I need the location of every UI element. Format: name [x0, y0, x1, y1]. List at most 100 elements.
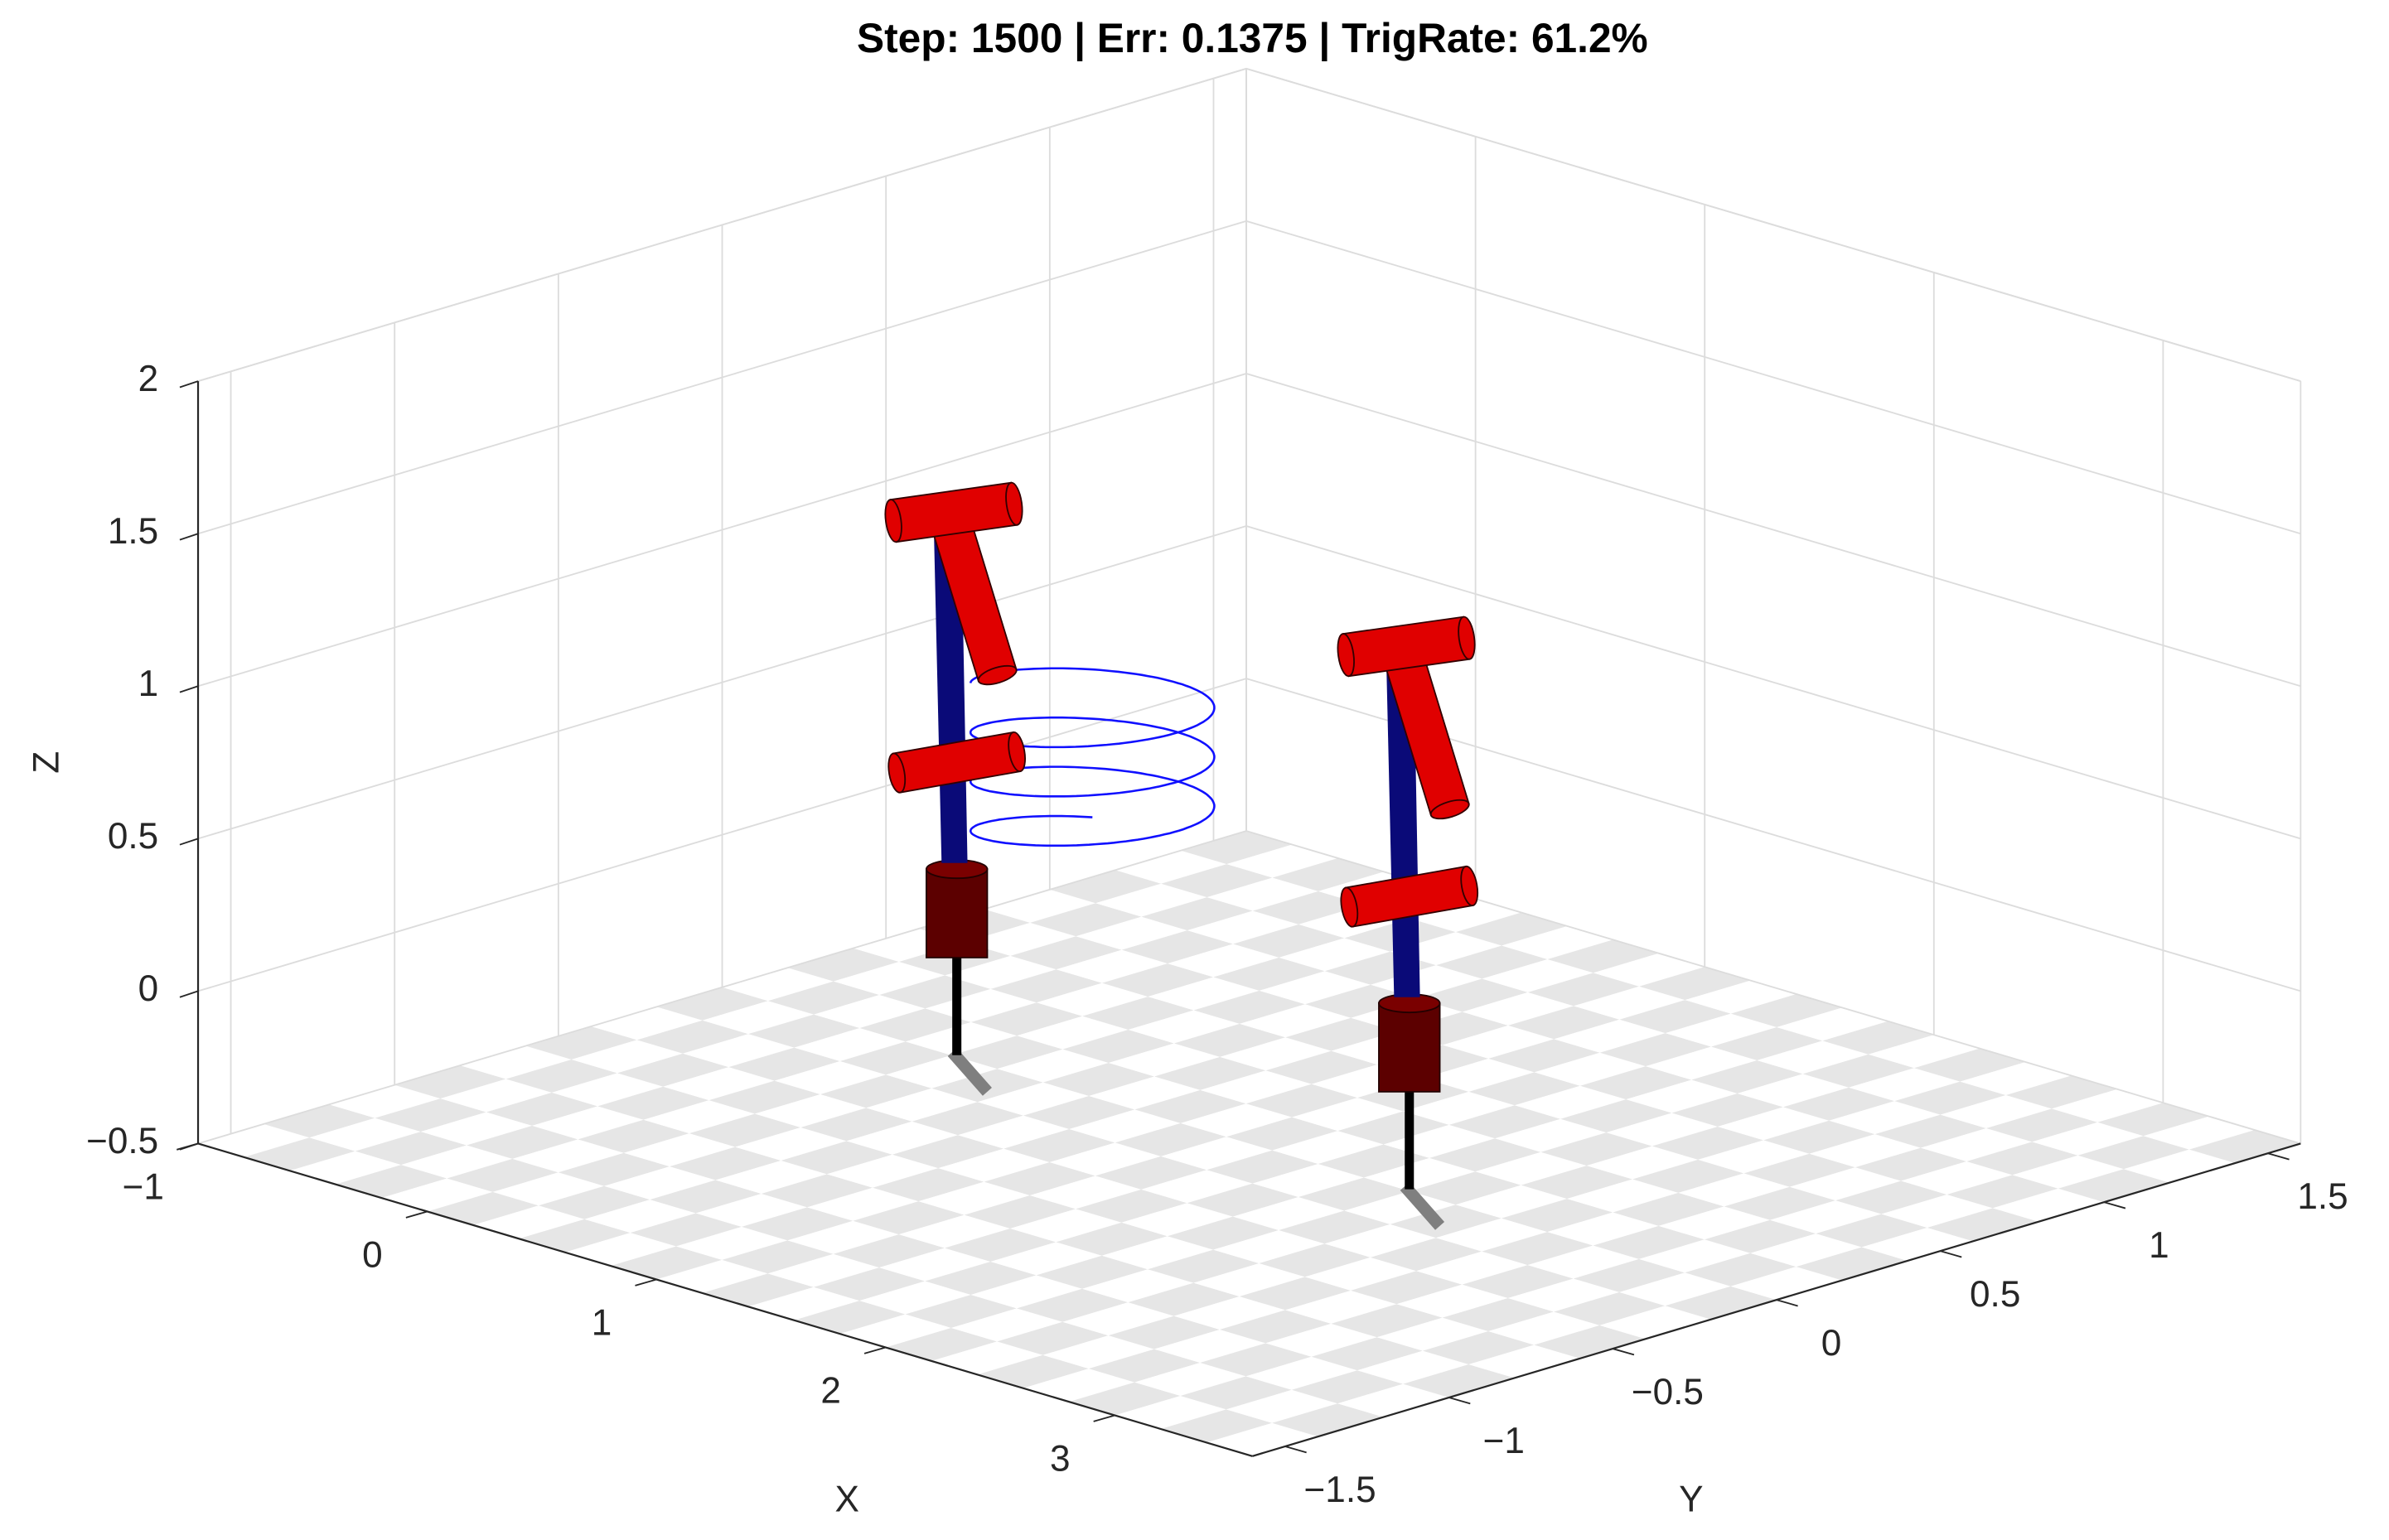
floor-tile: [1226, 1117, 1338, 1151]
floor-tile: [1435, 1218, 1548, 1252]
floor-tile: [878, 1248, 991, 1282]
z-tick: [179, 838, 199, 846]
floor-tile: [1645, 1046, 1758, 1080]
floor-tile: [1770, 1200, 1882, 1234]
floor-tile: [486, 1092, 598, 1126]
floor-tile: [1134, 1362, 1246, 1396]
floor-tile: [1220, 1037, 1332, 1071]
floor-tile: [794, 1028, 906, 1061]
x-tick-label: 2: [820, 1370, 841, 1411]
floor-tile: [853, 1201, 965, 1235]
floor-tile: [1985, 1108, 2098, 1142]
floor-tile: [951, 1036, 1063, 1069]
floor-tile: [1101, 963, 1214, 997]
floor-tile: [1455, 912, 1568, 946]
floor-tile: [1279, 938, 1390, 972]
floor-tile: [715, 1160, 827, 1194]
x-tick-label: −1: [123, 1166, 164, 1207]
floor-tile: [1410, 1171, 1521, 1205]
floor-tile: [833, 962, 945, 996]
x-tick: [1093, 1414, 1115, 1422]
floor-tile: [1207, 877, 1318, 911]
y-tick: [1284, 1446, 1307, 1454]
floor-tile: [1514, 1085, 1627, 1119]
floor-tile: [1115, 1122, 1227, 1156]
floor-tile: [427, 1191, 539, 1225]
floor-tile: [1095, 1156, 1207, 1190]
floor-tile: [1573, 1258, 1685, 1292]
floor-tile: [1331, 1304, 1443, 1338]
floor-tile: [1599, 1033, 1712, 1067]
floor-tile: [1337, 1111, 1449, 1145]
floor-tile: [1868, 1035, 1980, 1069]
floor-tile: [551, 1073, 664, 1107]
floor-tile: [1285, 1017, 1397, 1051]
floor-tile: [1711, 1026, 1823, 1060]
floor-tile: [1822, 1021, 1934, 1055]
floor-tile: [1462, 992, 1574, 1026]
floor-tile: [335, 1165, 447, 1199]
floor-tile: [1960, 1062, 2072, 1096]
floor-tile: [1305, 984, 1417, 1018]
z-tick-label: 1: [138, 664, 159, 704]
floor-tile: [1789, 1167, 1902, 1201]
floor-tile: [1265, 1323, 1377, 1357]
floor-tile: [761, 1174, 873, 1208]
y-tick: [1448, 1397, 1471, 1405]
floor-tile: [1291, 1370, 1404, 1404]
robot-arm: [932, 522, 1018, 686]
floor-tile: [1416, 1251, 1528, 1285]
head-cap: [884, 499, 902, 543]
floor-tile: [1475, 1151, 1587, 1185]
floor-tile: [1704, 1219, 1816, 1253]
robot-base: [925, 868, 989, 958]
floor-tile: [1777, 1007, 1888, 1041]
floor-tile: [1239, 1277, 1352, 1311]
floor-tile: [1363, 1157, 1476, 1191]
z-tick: [179, 685, 199, 693]
floor-tile: [1429, 1138, 1541, 1172]
floor-tile: [558, 1152, 670, 1186]
floor-tile: [1940, 1095, 2053, 1128]
floor-tile: [787, 1220, 899, 1254]
floor-tile: [912, 1102, 1024, 1136]
floor-tile: [977, 1082, 1090, 1116]
floor-tile: [1376, 1317, 1489, 1351]
floor-tile: [1743, 1153, 1855, 1187]
floor-tile: [1252, 1164, 1364, 1198]
floor-tile: [997, 1321, 1109, 1355]
joint-cap: [1008, 731, 1026, 773]
floor-tile: [1076, 916, 1187, 950]
floor-tile: [1167, 1216, 1279, 1250]
floor-tile: [1173, 1296, 1286, 1330]
floor-tile: [748, 1014, 860, 1048]
floor-tile: [1410, 899, 1521, 933]
floor-tile: [1403, 1091, 1515, 1125]
floor-tile: [1265, 1050, 1377, 1084]
y-axis-label: Y: [1679, 1480, 1703, 1520]
floor-tile: [1678, 1173, 1790, 1207]
floor-tile: [1180, 831, 1293, 865]
floor-tile: [898, 1214, 1011, 1248]
floor-tile: [839, 1041, 952, 1075]
floor-tile: [512, 1139, 624, 1173]
floor-tile: [1049, 1142, 1161, 1176]
floor-tile: [964, 1195, 1076, 1229]
floor-tile: [650, 1180, 762, 1214]
floor-tile: [1233, 924, 1345, 958]
floor-tile: [918, 1181, 1030, 1215]
z-tick: [179, 380, 199, 389]
x-axis-label: X: [835, 1480, 859, 1520]
floor-tile: [1168, 944, 1279, 978]
floor-tile: [708, 1080, 820, 1114]
floor-tile: [329, 1084, 441, 1118]
floor-tile: [1763, 1120, 1875, 1154]
floor-tile: [532, 1106, 644, 1140]
floor-tile: [925, 1261, 1037, 1295]
y-tick-label: 0: [1821, 1323, 1842, 1364]
floor-tile: [1200, 1343, 1312, 1377]
floor-tile: [1527, 973, 1640, 1007]
floor-tile: [1403, 1364, 1515, 1398]
floor-tile: [1023, 1096, 1135, 1130]
